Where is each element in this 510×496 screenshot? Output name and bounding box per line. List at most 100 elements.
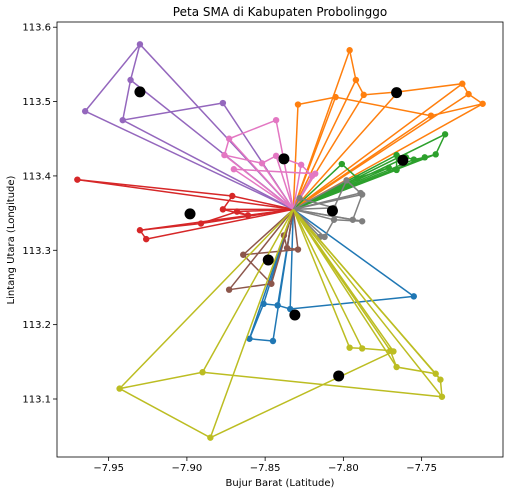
series-6 xyxy=(225,208,302,293)
series-5-point-4 xyxy=(119,116,126,124)
series-7-spoke-2 xyxy=(228,138,294,210)
series-6-point-2 xyxy=(283,244,291,252)
series-8-point-6 xyxy=(349,216,356,223)
series-7-point-1 xyxy=(272,116,280,124)
series-1-point-3 xyxy=(274,302,281,309)
y-tick-label: 113.5 xyxy=(22,97,51,108)
series-7-spoke-3 xyxy=(223,154,294,210)
series-9-path xyxy=(117,346,443,439)
series-2-spoke-4 xyxy=(292,91,399,210)
series-3-point-1 xyxy=(441,131,449,138)
series-8-point-1 xyxy=(296,195,303,202)
series-4-spoke-8 xyxy=(146,208,294,240)
series-2-spoke-5 xyxy=(292,83,463,210)
series-4-point-5 xyxy=(233,208,241,215)
series-9-point-7 xyxy=(438,393,446,400)
centroid-2 xyxy=(184,208,196,220)
series-3-point-4 xyxy=(410,156,417,163)
series-5-spoke-1 xyxy=(84,110,294,211)
series-6-spoke-2 xyxy=(286,209,295,249)
series-9-point-5 xyxy=(432,370,439,377)
series-9-spoke-9 xyxy=(119,208,294,390)
series-3-point-8 xyxy=(385,164,392,171)
series-5-spoke-4 xyxy=(122,119,294,211)
chart-title: Peta SMA di Kabupaten Probolinggo xyxy=(173,5,387,19)
series-9-spoke-4 xyxy=(292,208,398,368)
series-1-spoke-2 xyxy=(289,209,295,310)
series-8-spoke-3 xyxy=(292,179,347,211)
series-6-spoke-3 xyxy=(292,209,299,250)
series-9-point-6 xyxy=(437,376,444,383)
series-6-point-6 xyxy=(225,286,233,293)
x-axis-ticks: −7.95 −7.90 −7.85 −7.80 −7.75 xyxy=(93,457,437,474)
series-3-point-6 xyxy=(393,151,400,159)
series-4 xyxy=(74,176,294,243)
series-9-point-10 xyxy=(207,434,214,441)
centroid-4 xyxy=(278,153,290,165)
series-7 xyxy=(221,116,319,211)
series-3-point-3 xyxy=(421,154,428,161)
y-axis-ticks: 113.1 113.2 113.3 113.4 113.5 113.6 xyxy=(22,23,57,406)
series-2-spoke-2 xyxy=(292,79,357,210)
series-9-spoke-6 xyxy=(292,208,441,381)
x-tick-label: −7.85 xyxy=(250,463,281,474)
y-tick-label: 113.1 xyxy=(22,395,51,406)
centroid-9 xyxy=(397,154,409,166)
series-9-spoke-2 xyxy=(292,209,363,349)
series-9-point-9 xyxy=(116,385,123,392)
series-4-point-8 xyxy=(143,235,150,243)
series-1-point-4 xyxy=(260,300,267,308)
series-5-point-5 xyxy=(219,99,227,107)
series-9-point-1 xyxy=(346,344,353,351)
series-4-spoke-5 xyxy=(236,208,294,213)
series-8-spoke-5 xyxy=(293,193,363,211)
series-3-spoke-10 xyxy=(292,163,343,210)
series-8-point-9 xyxy=(321,233,328,241)
series-4-point-3 xyxy=(219,206,227,213)
x-tick-label: −7.80 xyxy=(328,463,359,474)
series-2-spoke-8 xyxy=(292,115,432,211)
centroid-3 xyxy=(262,254,274,266)
series-9-spoke-10 xyxy=(209,209,295,438)
series-4-point-7 xyxy=(136,227,144,234)
series-1-point-6 xyxy=(269,337,277,345)
series-1-spoke-1 xyxy=(292,208,415,297)
series-6-spoke-6 xyxy=(228,208,294,291)
series-7-spoke-9 xyxy=(233,168,294,211)
series-2-point-6 xyxy=(465,90,472,98)
series-2 xyxy=(292,47,486,211)
series-7-point-9 xyxy=(230,166,238,173)
centroid-8 xyxy=(391,87,403,99)
series-9-spoke-11 xyxy=(292,208,395,352)
series-7-point-5 xyxy=(272,152,280,160)
series-2-point-1 xyxy=(346,47,353,54)
x-tick-label: −7.90 xyxy=(172,463,203,474)
series-5-point-3 xyxy=(127,76,134,84)
series-2-point-2 xyxy=(352,76,360,84)
series-5-point-2 xyxy=(136,41,144,48)
series-4-spoke-2 xyxy=(232,195,294,211)
series-8-point-8 xyxy=(330,216,338,223)
y-tick-label: 113.6 xyxy=(22,23,51,34)
series-6-spoke-5 xyxy=(270,209,295,284)
series-7-point-2 xyxy=(225,135,233,142)
series-9 xyxy=(116,208,446,441)
x-tick-label: −7.95 xyxy=(93,463,124,474)
series-7-spoke-5 xyxy=(275,155,295,210)
series-4-point-4 xyxy=(244,212,252,219)
y-tick-label: 113.2 xyxy=(22,320,51,331)
series-4-point-1 xyxy=(74,176,81,183)
series-8-path xyxy=(299,179,364,238)
series-8-point-7 xyxy=(358,218,366,225)
series-2-point-3 xyxy=(360,91,367,99)
series-3-point-2 xyxy=(432,151,439,158)
series-6-point-3 xyxy=(294,246,302,253)
y-tick-label: 113.3 xyxy=(22,246,51,257)
series-6-point-4 xyxy=(240,251,247,258)
series-6-point-5 xyxy=(268,280,275,287)
series-3-point-10 xyxy=(338,160,346,168)
series-8-spoke-2 xyxy=(293,207,335,211)
series-7-point-8 xyxy=(312,170,319,177)
centroid-5 xyxy=(289,309,301,321)
